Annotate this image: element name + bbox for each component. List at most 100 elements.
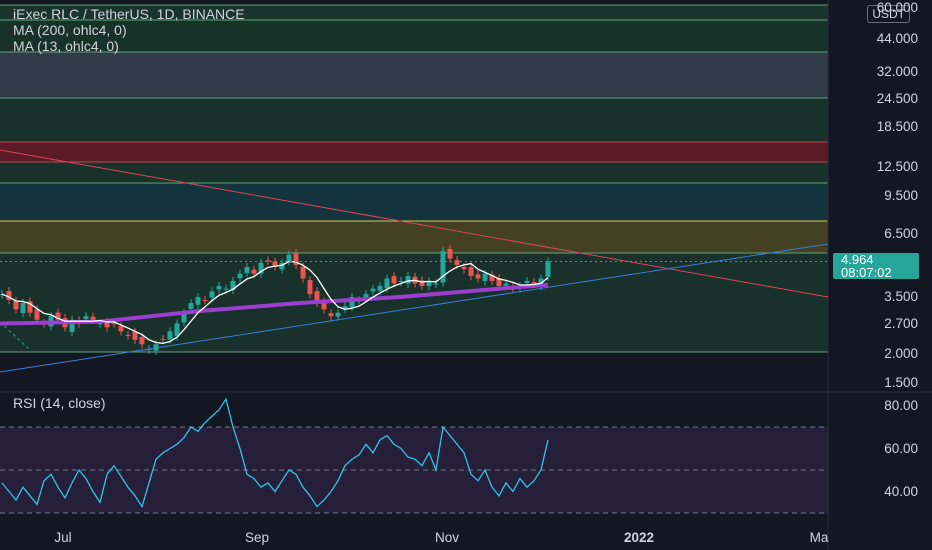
candle-body [97, 323, 103, 325]
candle-body [314, 291, 320, 304]
candle-body [482, 273, 488, 282]
price-axis-tick: 9.500 [884, 188, 918, 203]
candle-body [237, 273, 243, 279]
candle-body [55, 312, 61, 320]
candle-body [265, 260, 271, 262]
candle-body [118, 326, 124, 332]
bar-countdown: 08:07:02 [841, 265, 892, 280]
candle-body [13, 300, 19, 310]
candle-body [223, 288, 229, 290]
candle-body [69, 319, 75, 332]
last-price-tag: 4.964 08:07:02 [833, 253, 919, 279]
candle-body [349, 297, 355, 307]
price-axis-tick: 3.500 [884, 289, 918, 304]
candle-body [20, 303, 26, 314]
rsi-legend: RSI (14, close) [13, 395, 106, 411]
price-axis-tick: 12.500 [876, 159, 918, 174]
rsi-line [1, 397, 549, 509]
candle-body [160, 338, 166, 340]
candle-body [181, 312, 187, 323]
candle-body [195, 297, 201, 305]
price-axis-tick: 60.000 [876, 0, 918, 15]
candle-body [377, 286, 383, 291]
ma-13-legend: MA (13, ohlc4, 0) [13, 38, 119, 54]
candle-body [475, 274, 481, 279]
candle-body [286, 254, 292, 262]
time-axis-tick: Sep [244, 530, 270, 545]
candle-body [258, 262, 264, 274]
candle-body [545, 261, 551, 277]
candle-body [132, 331, 138, 340]
candle-body [447, 248, 453, 259]
candle-body [468, 267, 474, 277]
zone-band-0 [0, 5, 828, 20]
candle-body [370, 288, 376, 292]
price-axis-tick: 1.500 [884, 375, 918, 390]
candle-body [90, 316, 96, 320]
candle-body [244, 267, 250, 274]
candle-body [6, 290, 12, 300]
price-axis-tick: 18.500 [876, 119, 918, 134]
price-axis-tick: 44.000 [876, 31, 918, 46]
candle-body [230, 280, 236, 291]
rsi-axis-tick: 80.00 [884, 398, 918, 413]
candle-body [419, 280, 425, 287]
candle-body [272, 261, 278, 268]
candle-body [167, 331, 173, 340]
candle-body [538, 278, 544, 287]
zone-band-4 [0, 142, 828, 162]
candle-body [146, 349, 152, 351]
time-axis-tick: Ma [809, 530, 829, 545]
price-axis-tick: 6.500 [884, 226, 918, 241]
zone-band-7 [0, 221, 828, 253]
candle-body [293, 253, 299, 265]
trendline-resistance [0, 149, 829, 298]
zone-band-5 [0, 162, 828, 183]
candle-body [405, 276, 411, 284]
price-axis-tick: 2.700 [884, 316, 918, 331]
candle-body [531, 282, 537, 284]
candle-body [454, 259, 460, 265]
candle-body [503, 283, 509, 286]
candle-body [216, 286, 222, 290]
candle-body [83, 316, 89, 320]
candle-body [440, 251, 446, 283]
candle-body [398, 280, 404, 283]
candle-body [307, 280, 313, 295]
candle-body [111, 323, 117, 325]
candle-body [104, 321, 110, 328]
candle-body [279, 262, 285, 270]
price-axis-tick: 24.500 [876, 91, 918, 106]
zone-band-2 [0, 52, 828, 98]
candle-body [489, 274, 495, 281]
symbol-title: iExec RLC / TetherUS, 1D, BINANCE [13, 6, 245, 22]
candle-body [27, 301, 33, 313]
candle-body [363, 294, 369, 299]
candle-body [139, 336, 145, 345]
candle-body [391, 276, 397, 284]
candle-body [300, 266, 306, 279]
zone-band-3 [0, 98, 828, 142]
time-axis-tick: 2022 [623, 530, 655, 545]
candle-body [125, 334, 131, 336]
candle-body [426, 280, 432, 287]
ma-200-legend: MA (200, ohlc4, 0) [13, 22, 127, 38]
candle-body [321, 301, 327, 310]
candle-body [335, 312, 341, 317]
ma-200-line [0, 282, 549, 326]
zone-band-8 [0, 253, 828, 352]
time-axis-tick: Nov [434, 530, 460, 545]
candle-body [433, 283, 439, 285]
zone-band-1 [0, 20, 828, 52]
trendline-support [0, 243, 829, 373]
candle-body [209, 291, 215, 298]
time-axis-tick: Jul [54, 530, 72, 545]
currency-button[interactable]: USDT [867, 5, 910, 23]
candle-body [251, 269, 257, 274]
trendline-dashed [0, 321, 31, 351]
zone-band-6 [0, 183, 828, 221]
candle-body [153, 344, 159, 351]
candle-body [202, 299, 208, 301]
candle-body [174, 323, 180, 337]
